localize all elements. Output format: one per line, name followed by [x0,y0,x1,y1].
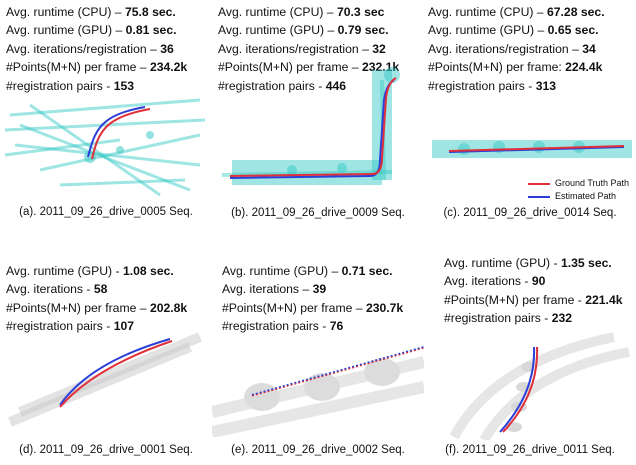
stat-iterations: Avg. iterations/registration – 34 [428,41,596,56]
ground-truth-path [59,340,173,408]
legend-swatch-estimated [528,195,550,198]
stat-points: #Points(M+N) per frame – 202.8k [6,300,188,315]
panel-caption: (e). 2011_09_26_drive_0002 Seq. [231,444,405,456]
point-cloud-visualization [212,346,424,437]
ground-truth-path [251,347,424,397]
ground-truth-path [91,108,151,160]
stat-iterations: Avg. iterations/registration – 36 [6,41,174,56]
stat-iterations: Avg. iterations - 58 [6,282,108,297]
stat-cpu-runtime: Avg. runtime (CPU) – 75.8 sec. [6,5,176,19]
stats-block: Avg. runtime (CPU) – 75.8 sec. Avg. runt… [6,3,187,95]
stat-pairs: #registration pairs - 107 [6,319,135,334]
stat-points: #Points(M+N) per frame: 224.4k [428,60,603,75]
stat-points: #Points(M+N) per frame – 230.7k [222,300,404,315]
stat-gpu-runtime: Avg. runtime (GPU) – 0.79 sec. [218,23,389,38]
ground-truth-path [229,77,397,177]
estimated-path [499,346,536,433]
legend: Ground Truth Path Estimated Path [528,177,629,203]
stat-pairs: #registration pairs - 232 [444,311,573,326]
stat-gpu-runtime: Avg. runtime (GPU) – 0.65 sec. [428,23,599,38]
panel-caption: (f). 2011_09_26_drive_0011 Seq. [445,444,615,456]
point-cloud-visualization [432,140,632,158]
stat-points: #Points(M+N) per frame – 234.2k [6,60,188,75]
stat-points: #Points(M+N) per frame – 232.1k [218,60,400,75]
estimated-path [87,106,146,158]
panel-d: Avg. runtime (GPU) - 1.08 sec. Avg. iter… [0,232,212,464]
stat-gpu-runtime: Avg. runtime (GPU) - 1.35 sec. [444,256,612,270]
stats-block: Avg. runtime (GPU) - 1.35 sec. Avg. iter… [444,254,623,328]
stats-block: Avg. runtime (GPU) – 0.71 sec. Avg. iter… [222,262,403,336]
stat-cpu-runtime: Avg. runtime (CPU) – 70.3 sec [218,5,385,19]
ground-truth-path [448,145,625,152]
panel-caption: (b). 2011_09_26_drive_0009 Seq. [231,207,405,219]
stats-block: Avg. runtime (GPU) - 1.08 sec. Avg. iter… [6,262,187,336]
legend-swatch-ground-truth [528,182,550,185]
stat-gpu-runtime: Avg. runtime (GPU) – 0.71 sec. [222,264,393,278]
panel-f: Avg. runtime (GPU) - 1.35 sec. Avg. iter… [424,232,636,464]
stat-gpu-runtime: Avg. runtime (GPU) - 1.08 sec. [6,264,174,278]
stat-pairs: #registration pairs - 76 [222,319,344,334]
stat-pairs: #registration pairs - 313 [428,78,557,93]
estimated-path [251,346,424,396]
panel-b: Avg. runtime (CPU) – 70.3 sec Avg. runti… [212,0,424,232]
point-cloud-visualization [221,67,400,185]
stats-block: Avg. runtime (CPU) – 67.28 sec. Avg. run… [428,3,605,95]
stat-gpu-runtime: Avg. runtime (GPU) – 0.81 sec. [6,23,177,38]
stat-pairs: #registration pairs - 446 [218,78,347,93]
estimated-path [59,338,171,406]
legend-label-ground-truth: Ground Truth Path [555,178,630,188]
stat-pairs: #registration pairs - 153 [6,78,135,93]
panel-c: Avg. runtime (CPU) – 67.28 sec. Avg. run… [424,0,636,232]
panel-caption: (c). 2011_09_26_drive_0014 Seq. [443,207,617,219]
stats-block: Avg. runtime (CPU) – 70.3 sec Avg. runti… [218,3,399,95]
stat-points: #Points(M+N) per frame - 221.4k [444,292,623,307]
panel-caption: (a). 2011_09_26_drive_0005 Seq. [19,206,193,218]
stat-iterations: Avg. iterations – 39 [222,282,327,297]
panel-a: Avg. runtime (CPU) – 75.8 sec. Avg. runt… [0,0,212,232]
legend-estimated: Estimated Path [528,190,629,203]
point-cloud-visualization [449,332,630,440]
ground-truth-path [502,346,539,433]
legend-label-estimated: Estimated Path [555,191,617,201]
panel-caption: (d). 2011_09_26_drive_0001 Seq. [19,444,193,456]
point-cloud-visualization [8,332,202,427]
stat-cpu-runtime: Avg. runtime (CPU) – 67.28 sec. [428,5,605,19]
stat-iterations: Avg. iterations - 90 [444,274,546,289]
stat-iterations: Avg. iterations/registration – 32 [218,41,386,56]
panel-e: Avg. runtime (GPU) – 0.71 sec. Avg. iter… [212,232,424,464]
legend-ground-truth: Ground Truth Path [528,177,629,190]
point-cloud-visualization [4,98,206,197]
